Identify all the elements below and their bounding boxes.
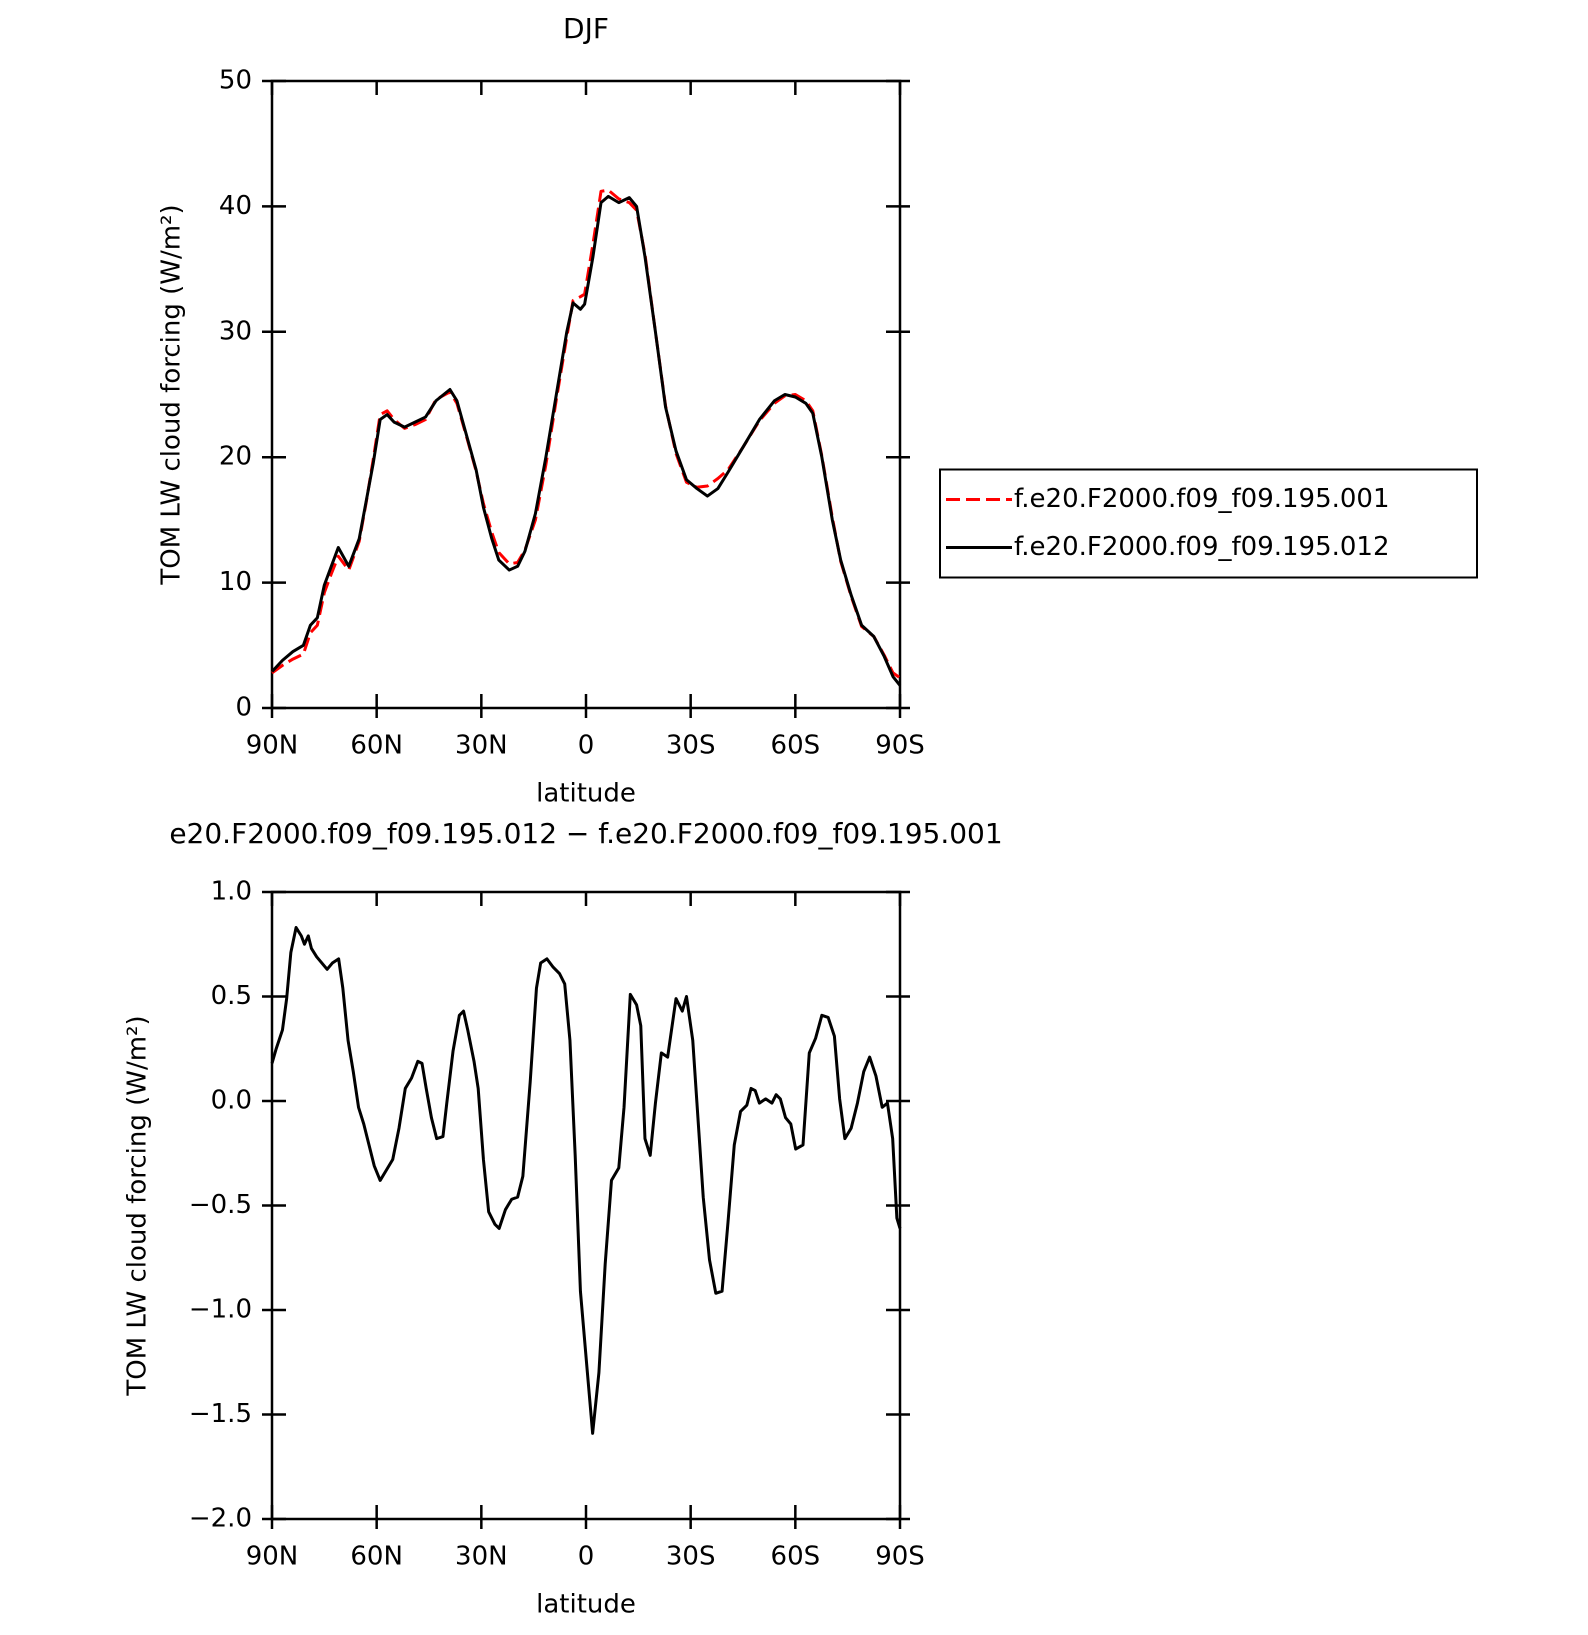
chart-title: e20.F2000.f09_f09.195.012 − f.e20.F2000.… [169,817,1002,850]
y-axis-label: TOM LW cloud forcing (W/m²) [123,1015,153,1396]
plot: DJF 90N 60N 30N 0 30S 60S 90S 0 10 20 30 40 50 latitud… [157,12,1478,809]
y-tick-label: −2.0 [189,1504,252,1534]
y-tick-label: −1.0 [189,1295,252,1325]
chart-title: DJF [563,12,609,45]
x-axis-label: latitude [536,1590,636,1620]
y-tick-label: 0.5 [211,981,252,1011]
x-tick-label: 30N [455,1542,508,1572]
y-tick-label: 20 [219,442,252,472]
x-tick-label: 30S [666,731,716,761]
x-tick-label: 90N [246,731,299,761]
x-tick-label: 30S [666,1542,716,1572]
plot-frame [270,890,902,1521]
x-tick-label: 90N [246,1542,299,1572]
y-tick-label: 10 [219,567,252,597]
x-tick-label: 0 [578,1542,595,1572]
x-tick-label: 90S [875,731,925,761]
x-tick-label: 90S [875,1542,925,1572]
series-line [271,188,901,680]
x-tick-label: 60S [771,1542,821,1572]
plot: e20.F2000.f09_f09.195.012 − f.e20.F2000.… [123,817,1003,1620]
series-line [270,926,902,1435]
y-tick-label: 30 [219,316,252,346]
legend-label: f.e20.F2000.f09_f09.195.001 [1014,484,1390,514]
y-tick-label: 40 [219,191,252,221]
y-tick-label: 0 [235,693,252,723]
y-tick-label: 0.0 [211,1086,252,1116]
x-tick-label: 60N [350,1542,403,1572]
x-axis-label: latitude [536,779,636,809]
legend-label: f.e20.F2000.f09_f09.195.012 [1014,532,1390,562]
y-axis-label: TOM LW cloud forcing (W/m²) [157,204,187,585]
x-tick-label: 60S [771,731,821,761]
series-line [270,194,902,687]
plot-frame [270,79,902,710]
x-tick-label: 60N [350,731,403,761]
legend-box [939,468,1478,579]
legend: f.e20.F2000.f09_f09.195.001 f.e20.F2000.f… [939,468,1478,579]
y-tick-label: 1.0 [211,877,252,907]
y-tick-label: 50 [219,66,252,96]
x-tick-label: 30N [455,731,508,761]
y-tick-label: −1.5 [189,1399,252,1429]
y-tick-label: −0.5 [189,1190,252,1220]
x-tick-label: 0 [578,731,595,761]
